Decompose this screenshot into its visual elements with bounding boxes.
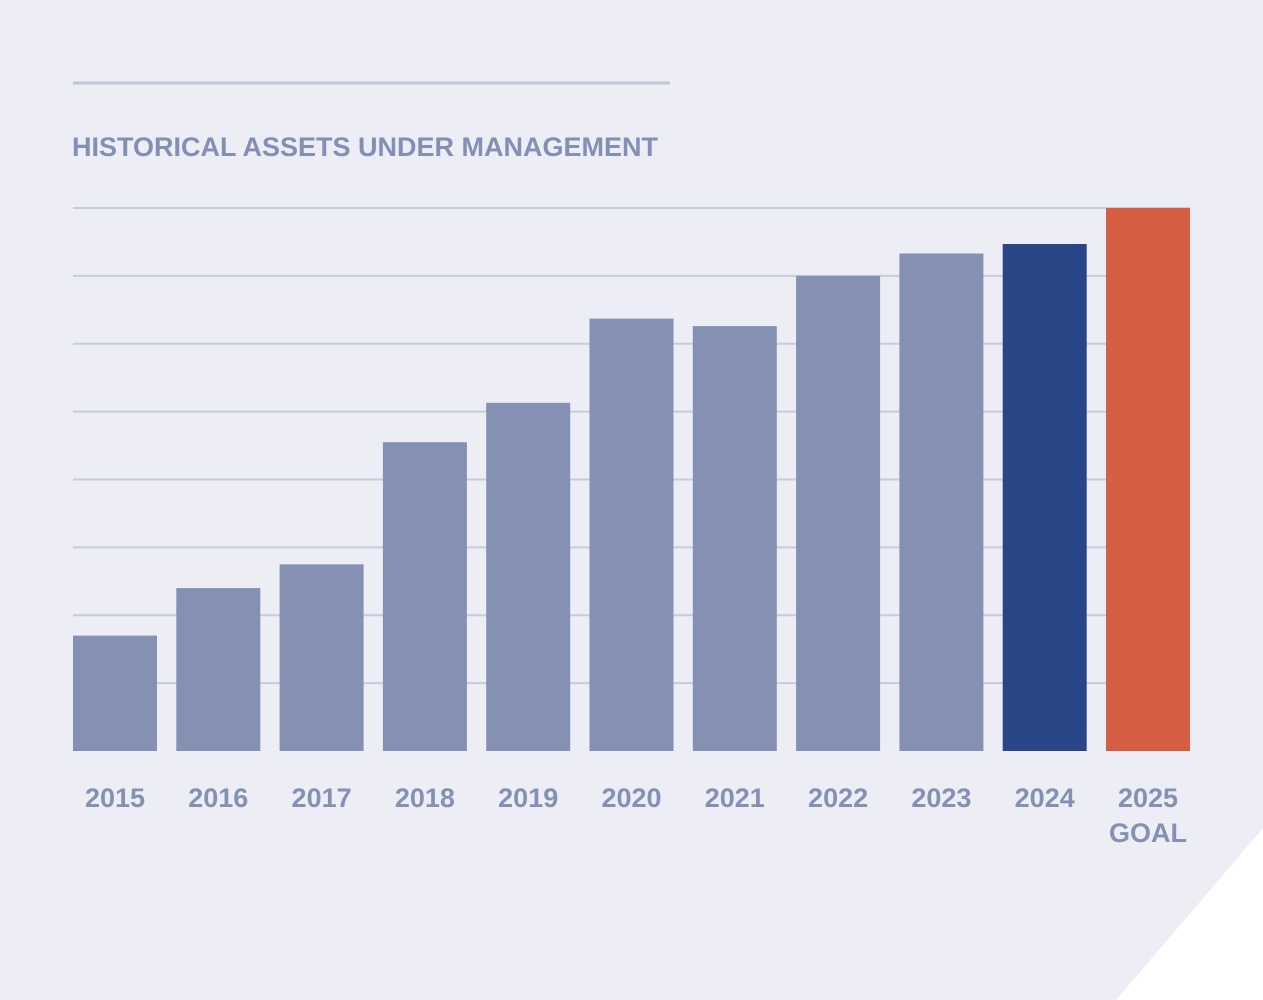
chart-title: HISTORICAL ASSETS UNDER MANAGEMENT [72,132,659,162]
bar [176,588,261,751]
x-tick-label-line: 2025 [1118,783,1178,813]
bars [73,208,1190,751]
x-tick-label-line: GOAL [1109,818,1187,848]
x-tick-label: 2025 GOAL [1109,783,1187,848]
x-tick-label: 2023 [911,783,971,813]
x-axis-labels: 2015 2016 2017 2018 2019 2020 2021 2022 2023 2024… [85,783,1187,848]
x-tick-label-line: 2024 [1015,783,1075,813]
x-tick-label-line: 2015 [85,783,145,813]
x-tick-label-line: 2016 [188,783,248,813]
x-tick-label-line: 2020 [601,783,661,813]
x-tick-label-line: 2018 [395,783,455,813]
x-tick-label: 2017 [292,783,352,813]
bar [692,326,777,751]
x-tick-label-line: 2017 [292,783,352,813]
x-tick-label: 2016 [188,783,248,813]
bar [796,275,881,751]
x-tick-label-line: 2023 [911,783,971,813]
x-tick-label: 2018 [395,783,455,813]
bar [1106,208,1190,751]
bar [899,253,984,751]
x-tick-label: 2019 [498,783,558,813]
x-tick-label-line: 2019 [498,783,558,813]
bar [382,442,467,751]
corner-cut-decoration [1116,828,1263,1000]
bar [73,635,157,751]
x-tick-label-line: 2021 [705,783,765,813]
bar [486,402,571,751]
x-tick-label: 2021 [705,783,765,813]
bar [1002,244,1087,751]
bar [279,564,364,751]
bar [589,318,674,751]
x-tick-label: 2024 [1015,783,1075,813]
x-tick-label-line: 2022 [808,783,868,813]
x-tick-label: 2015 [85,783,145,813]
x-tick-label: 2022 [808,783,868,813]
x-tick-label: 2020 [601,783,661,813]
